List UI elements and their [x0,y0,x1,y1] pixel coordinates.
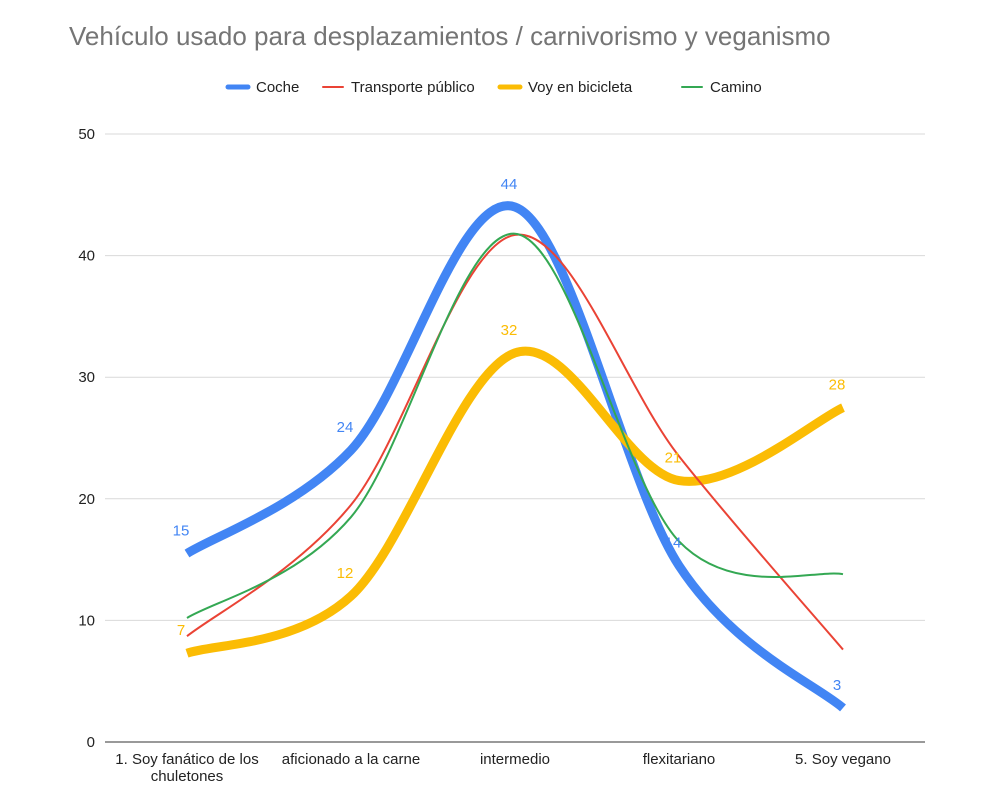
y-tick-label: 10 [78,612,95,629]
y-tick-label: 40 [78,248,95,265]
x-tick-label: 5. Soy vegano [795,751,891,768]
data-label: 14 [665,535,682,552]
y-tick-label: 20 [78,491,95,508]
data-label: 32 [501,322,518,339]
legend-item-camino[interactable]: Camino [681,79,762,96]
series-line-transporte-público [186,233,844,651]
x-axis-ticks: 1. Soy fanático de los chuletones aficiona… [115,751,891,785]
y-tick-label: 30 [78,369,95,386]
data-label: 12 [337,565,354,582]
legend-item-voy-en-bicicleta[interactable]: Voy en bicicleta [497,79,633,96]
data-label: 3 [833,677,841,694]
legend-label: Transporte público [351,79,475,96]
data-label: 24 [337,419,354,436]
series-line-voy-en-bicicleta [185,346,845,658]
chart-title: Vehículo usado para desplazamientos / ca… [69,21,831,51]
series-lines [184,201,846,712]
x-tick-label: flexitariano [643,751,716,768]
y-tick-label: 0 [87,734,95,751]
legend-label: Voy en bicicleta [528,79,633,96]
y-axis-ticks: 0 10 20 30 40 50 [78,126,95,751]
data-label: 7 [177,622,185,639]
legend-label: Coche [256,79,299,96]
data-label: 21 [665,450,682,467]
y-tick-label: 50 [78,126,95,143]
legend-label: Camino [710,79,762,96]
legend: Coche Transporte público Voy en bicicleta C… [225,79,762,96]
data-label: 15 [173,523,190,540]
x-tick-label: aficionado a la carne [282,751,420,768]
gridlines [105,133,925,743]
legend-item-transporte-público[interactable]: Transporte público [322,79,475,96]
data-label: 44 [501,176,518,193]
x-tick-label: intermedio [480,751,550,768]
data-labels: 15 24 44 14 3 7 12 32 21 28 [173,176,846,694]
series-line-coche [184,201,846,712]
series-line-camino [186,232,844,619]
data-label: 28 [829,377,846,394]
x-tick-label: 1. Soy fanático de los chuletones [115,751,258,785]
legend-item-coche[interactable]: Coche [225,79,299,96]
